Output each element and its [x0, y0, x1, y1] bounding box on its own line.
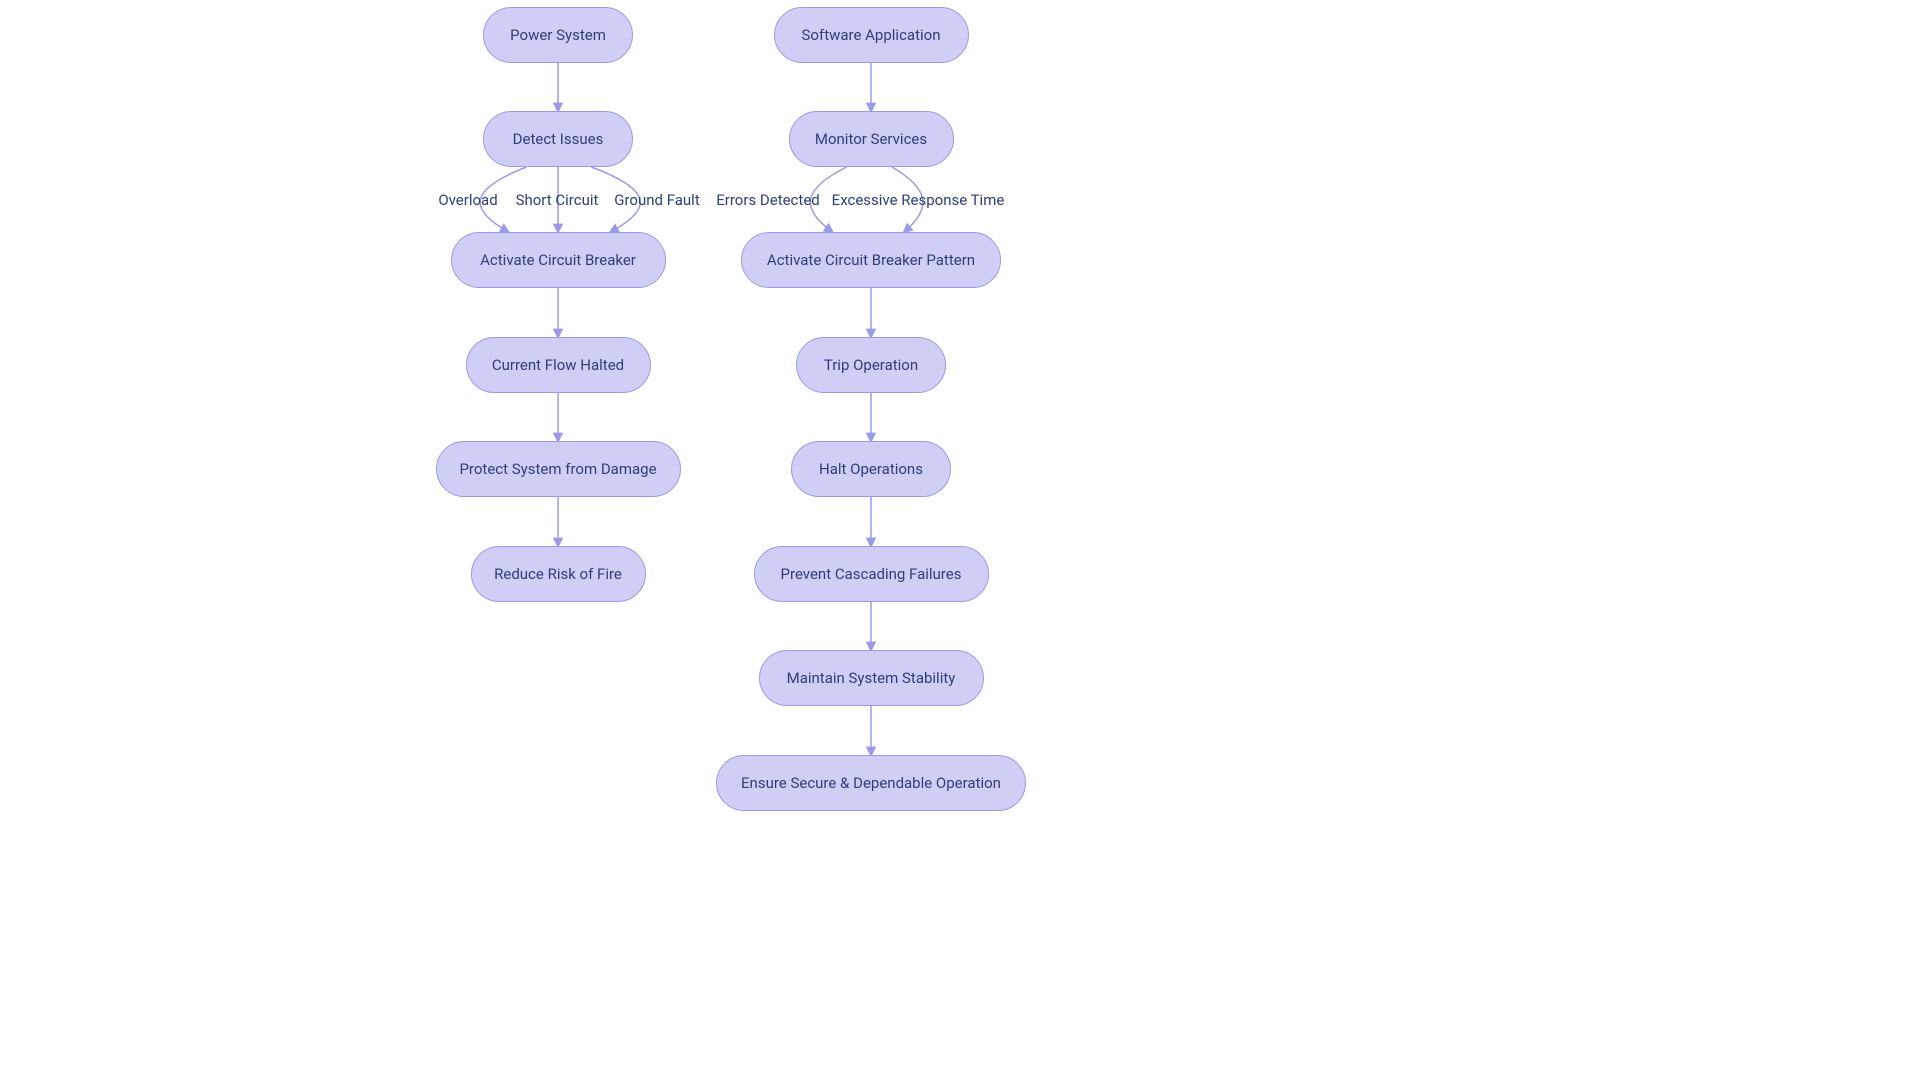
- flowchart-node: Detect Issues: [483, 111, 633, 167]
- flowchart-node: Trip Operation: [796, 337, 946, 393]
- flowchart-node: Protect System from Damage: [436, 441, 681, 497]
- edge-label: Short Circuit: [516, 191, 599, 209]
- flowchart-node: Prevent Cascading Failures: [754, 546, 989, 602]
- edge-label: Ground Fault: [614, 191, 699, 209]
- flowchart-node: Software Application: [774, 7, 969, 63]
- flowchart-node: Ensure Secure & Dependable Operation: [716, 755, 1026, 811]
- edge-label: Errors Detected: [716, 191, 819, 209]
- flowchart-node: Activate Circuit Breaker: [451, 232, 666, 288]
- edge-label: Overload: [438, 191, 497, 209]
- edges-layer: [0, 0, 1920, 1080]
- flowchart-node: Current Flow Halted: [466, 337, 651, 393]
- flowchart-node: Halt Operations: [791, 441, 951, 497]
- flowchart-canvas: Power System Detect Issues Activate Circui…: [0, 0, 1920, 1080]
- flowchart-node: Monitor Services: [789, 111, 954, 167]
- edge-label: Excessive Response Time: [832, 191, 1005, 209]
- flowchart-node: Power System: [483, 7, 633, 63]
- flowchart-node: Maintain System Stability: [759, 650, 984, 706]
- flowchart-node: Reduce Risk of Fire: [471, 546, 646, 602]
- flowchart-node: Activate Circuit Breaker Pattern: [741, 232, 1001, 288]
